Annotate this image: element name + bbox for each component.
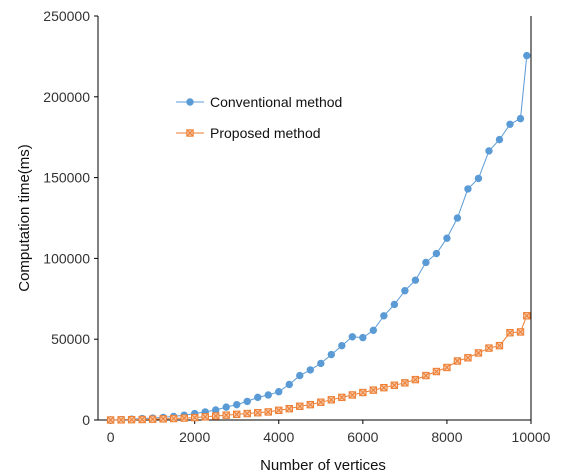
legend: Conventional method Proposed method bbox=[176, 94, 342, 141]
y-tick-label: 200000 bbox=[43, 89, 90, 105]
data-point bbox=[285, 404, 293, 413]
data-point bbox=[432, 249, 441, 258]
legend-label: Proposed method bbox=[210, 125, 321, 141]
data-point bbox=[264, 391, 272, 399]
data-point bbox=[453, 357, 462, 365]
data-point bbox=[212, 406, 220, 414]
data-point bbox=[327, 396, 336, 404]
x-tick-label: 10000 bbox=[512, 429, 551, 445]
data-point bbox=[296, 371, 304, 380]
data-point bbox=[306, 366, 314, 374]
data-point bbox=[390, 300, 399, 309]
data-point bbox=[401, 287, 409, 295]
data-point bbox=[338, 393, 346, 402]
y-tick-label: 50000 bbox=[51, 331, 90, 347]
data-point bbox=[159, 415, 167, 423]
data-point bbox=[138, 415, 146, 424]
y-axis-title-group: Computation time(ms) bbox=[16, 144, 33, 292]
data-point bbox=[327, 350, 336, 359]
series-proposed bbox=[106, 312, 531, 424]
data-point bbox=[453, 214, 462, 222]
data-point bbox=[506, 329, 514, 337]
x-tick-label: 4000 bbox=[263, 429, 294, 445]
data-point bbox=[495, 135, 504, 144]
legend-item: Conventional method bbox=[176, 94, 342, 110]
data-point bbox=[201, 413, 209, 421]
data-point bbox=[464, 354, 472, 362]
legend-item: Proposed method bbox=[176, 125, 321, 141]
data-point bbox=[506, 120, 514, 128]
data-point bbox=[148, 415, 157, 423]
data-point bbox=[464, 185, 472, 193]
data-point bbox=[523, 51, 531, 60]
data-point bbox=[285, 380, 293, 389]
x-tick-label: 2000 bbox=[179, 429, 210, 445]
data-point bbox=[401, 379, 409, 387]
y-tick-label: 0 bbox=[82, 412, 90, 428]
data-point bbox=[186, 129, 194, 137]
data-point bbox=[485, 344, 493, 352]
data-point bbox=[411, 276, 420, 284]
data-point bbox=[296, 402, 304, 410]
data-point bbox=[432, 367, 441, 376]
data-point bbox=[243, 397, 251, 406]
y-tick-label: 100000 bbox=[43, 250, 90, 266]
data-point bbox=[369, 386, 378, 394]
data-point bbox=[254, 393, 262, 402]
data-point bbox=[169, 414, 178, 423]
data-point bbox=[348, 391, 357, 399]
data-point bbox=[411, 375, 420, 384]
data-point bbox=[369, 326, 378, 335]
data-point bbox=[359, 388, 367, 397]
data-point bbox=[243, 409, 251, 418]
data-point bbox=[106, 416, 115, 424]
data-point bbox=[233, 410, 241, 419]
data-point bbox=[264, 408, 272, 416]
data-point bbox=[422, 371, 430, 380]
data-point bbox=[495, 341, 504, 350]
data-point bbox=[443, 363, 451, 372]
data-point bbox=[485, 147, 493, 155]
data-point bbox=[474, 349, 483, 357]
legend-label: Conventional method bbox=[210, 94, 342, 110]
data-point bbox=[523, 312, 531, 320]
data-point bbox=[180, 414, 188, 422]
data-point bbox=[275, 406, 283, 415]
data-point bbox=[380, 312, 388, 320]
data-point bbox=[127, 415, 136, 424]
data-point bbox=[190, 413, 199, 422]
data-point bbox=[222, 403, 230, 411]
data-point bbox=[443, 234, 451, 242]
data-point bbox=[233, 400, 241, 409]
data-point bbox=[474, 174, 483, 183]
data-point bbox=[359, 333, 367, 342]
data-point bbox=[422, 258, 430, 267]
x-tick-label: 6000 bbox=[347, 429, 378, 445]
data-point bbox=[317, 398, 325, 406]
data-point bbox=[338, 341, 346, 350]
data-point bbox=[306, 400, 314, 409]
data-point bbox=[380, 383, 388, 392]
data-point bbox=[390, 381, 399, 389]
data-point bbox=[317, 359, 325, 368]
data-point bbox=[212, 412, 220, 420]
data-point bbox=[348, 333, 357, 341]
data-point bbox=[275, 388, 283, 396]
data-point bbox=[516, 114, 525, 123]
y-tick-label: 150000 bbox=[43, 170, 90, 186]
data-point bbox=[254, 409, 262, 417]
x-tick-label: 0 bbox=[107, 429, 115, 445]
data-point bbox=[117, 416, 125, 424]
data-point bbox=[222, 411, 230, 419]
y-axis-title: Computation time(ms) bbox=[16, 144, 33, 292]
axes: 0 50000 100000 150000 200000 250000 0 2000 4000 6… bbox=[43, 8, 550, 445]
data-point bbox=[516, 328, 525, 336]
series-layer bbox=[106, 51, 531, 424]
x-axis-title: Number of vertices bbox=[260, 457, 386, 474]
data-point bbox=[186, 98, 194, 106]
x-tick-label: 8000 bbox=[431, 429, 462, 445]
y-tick-label: 250000 bbox=[43, 8, 90, 24]
